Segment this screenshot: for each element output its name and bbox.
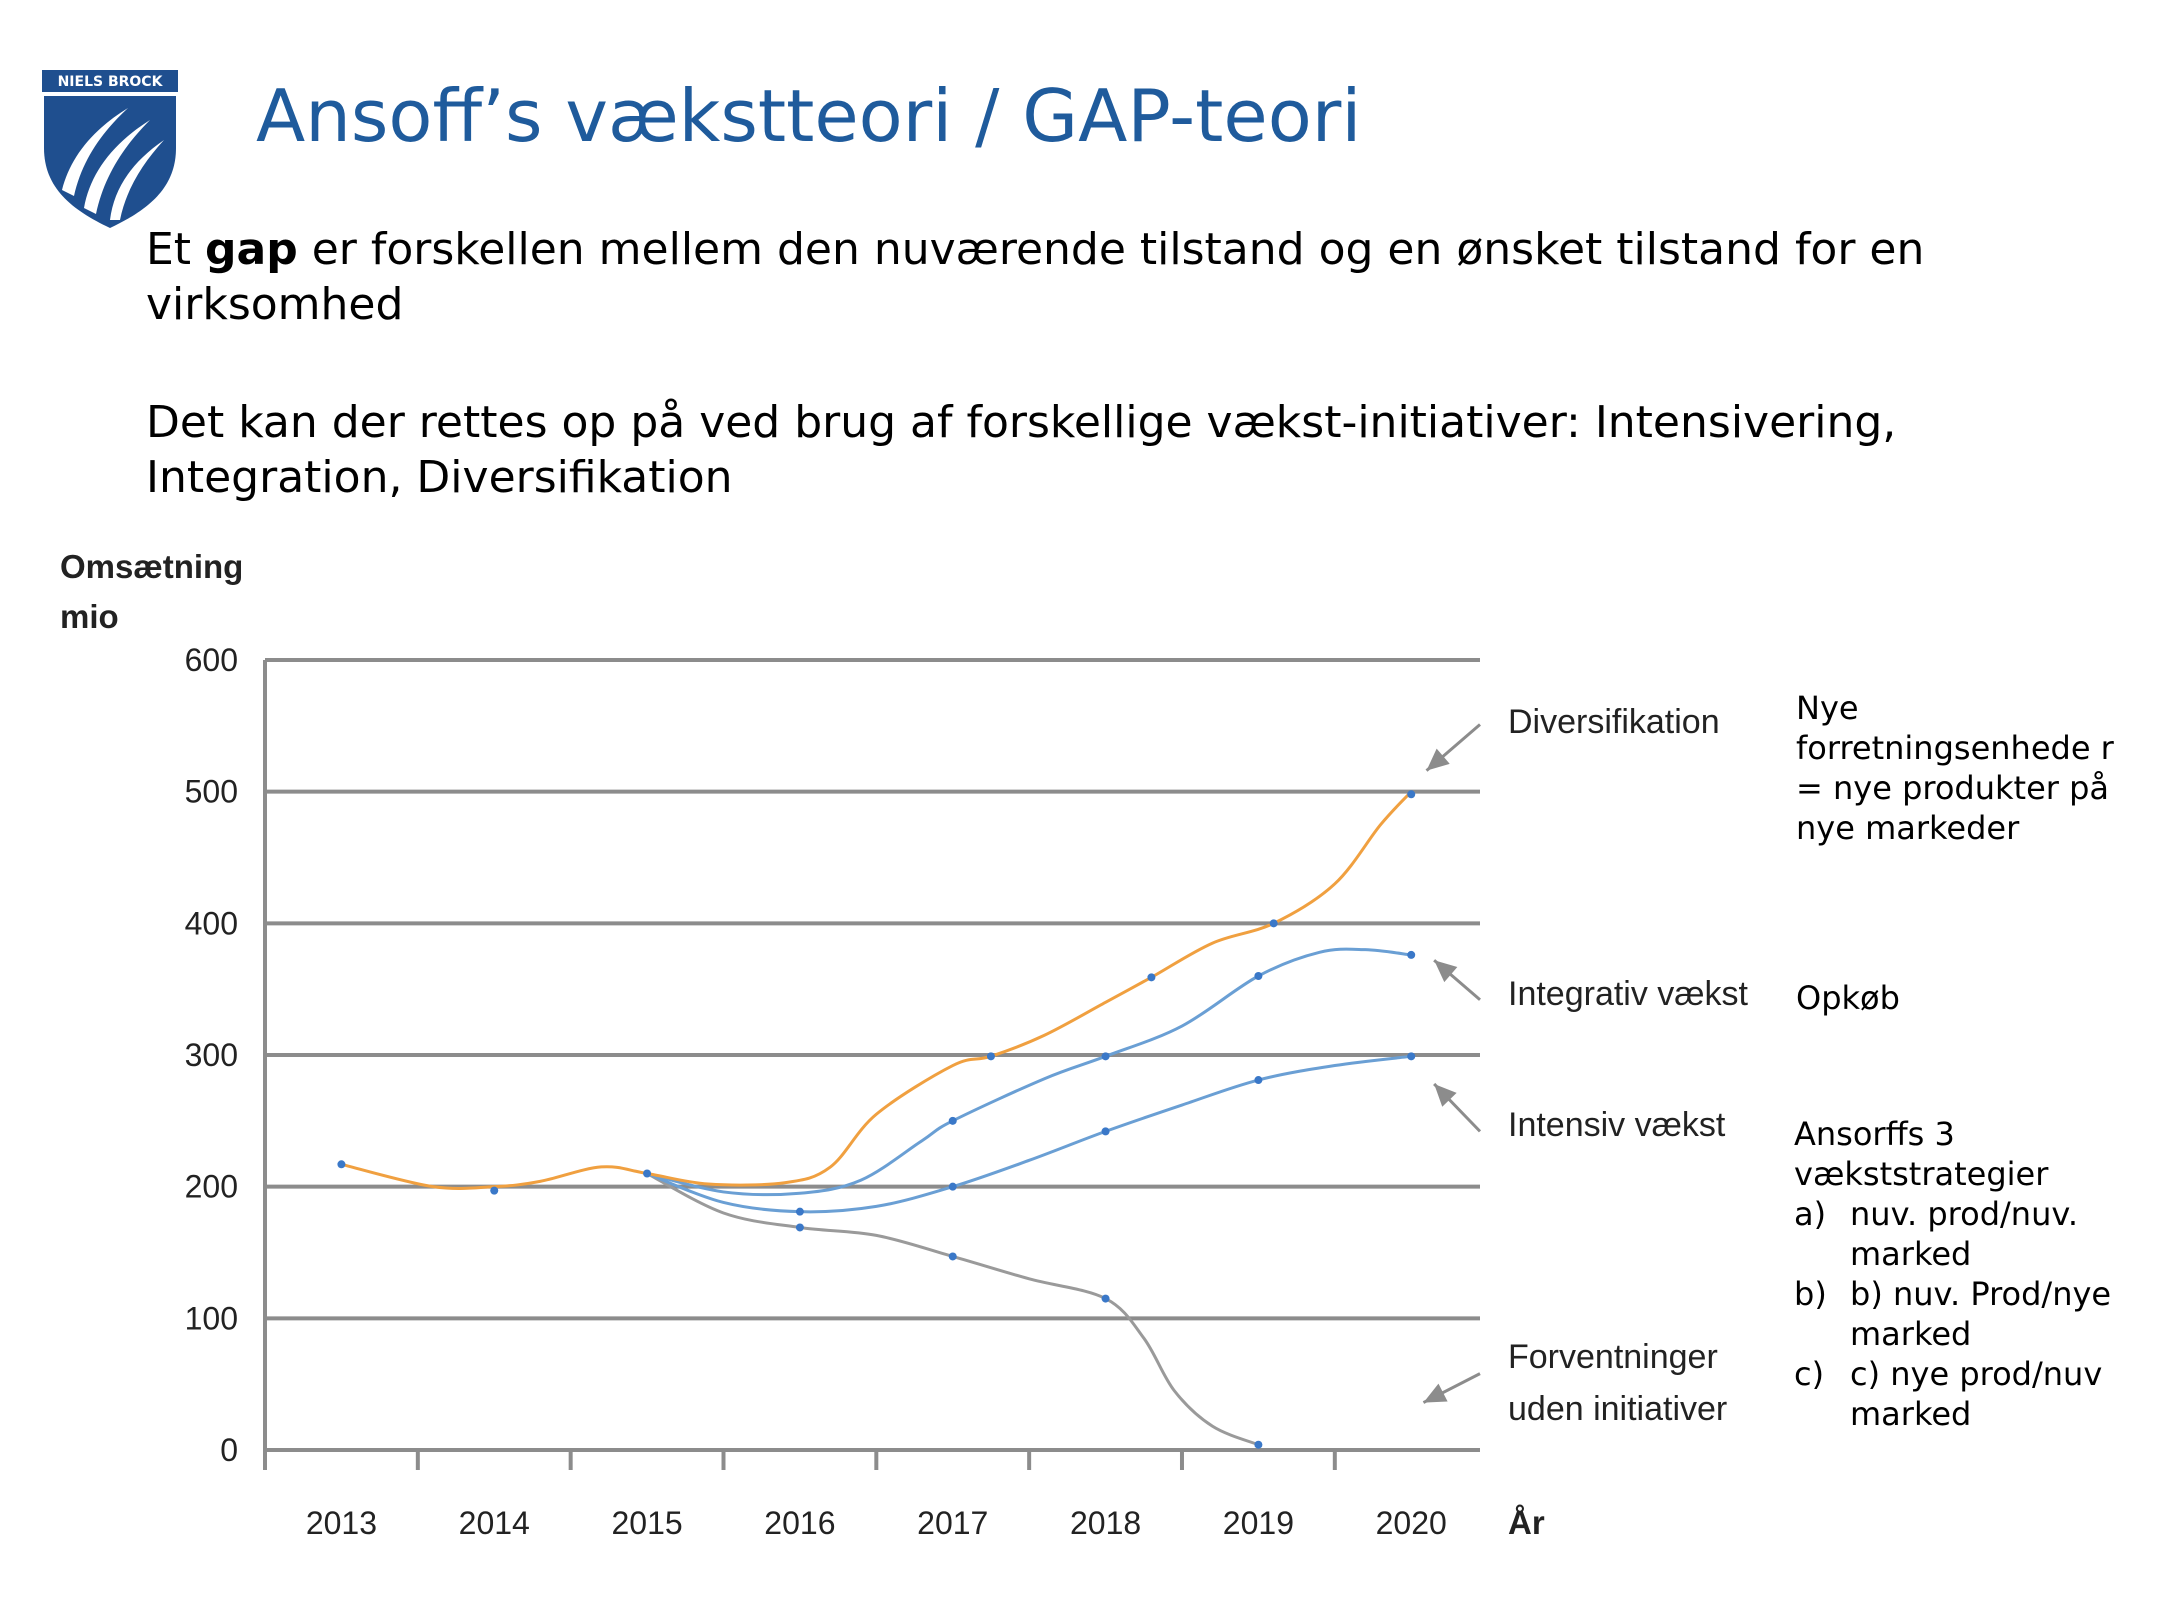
data-point	[1407, 950, 1416, 959]
series-line	[341, 790, 1413, 1191]
gap-definition: Et gap er forskellen mellem den nuværend…	[146, 222, 2106, 332]
logo-stripe	[84, 120, 150, 214]
series-layer	[337, 723, 1482, 1449]
data-point	[337, 1160, 346, 1169]
y-tick-label: 600	[185, 642, 238, 678]
y-tick-label: 100	[185, 1300, 238, 1336]
logo-stripe	[62, 108, 128, 196]
note-integrativ: Opkøb	[1796, 979, 1900, 1017]
growth-initiatives-text: Det kan der rettes op på ved brug af for…	[146, 397, 1897, 503]
data-point	[490, 1186, 499, 1195]
label-layer: Diversifikation Integrativ vækst Intensi…	[1508, 703, 1749, 1428]
y-tick-label: 200	[185, 1169, 238, 1205]
ansoff-item-text: c) nye prod/nuv marked	[1850, 1355, 2103, 1433]
label-arrowhead	[1434, 1083, 1457, 1107]
data-point	[1101, 1127, 1110, 1136]
y-tick-label: 500	[185, 774, 238, 810]
data-point	[795, 1207, 804, 1216]
label-arrowhead	[1434, 960, 1458, 983]
data-point	[1254, 1076, 1263, 1085]
logo-banner	[42, 70, 178, 92]
ansoff-item-text: nuv. prod/nuv. marked	[1850, 1195, 2078, 1273]
series-line	[646, 1054, 1412, 1214]
series-label-forventninger-line2: uden initiativer	[1508, 1390, 1727, 1428]
ansoff-item-marker: a)	[1794, 1195, 1827, 1233]
x-tick-label: 2019	[1223, 1505, 1294, 1540]
data-point	[643, 1169, 652, 1178]
ansoff-list: a) nuv. prod/nuv. marked b) b) nuv. Prod/n…	[1794, 1194, 2134, 1434]
data-point	[1407, 1052, 1416, 1061]
data-point	[1101, 1294, 1110, 1303]
ansoff-item: b) b) nuv. Prod/nye marked	[1794, 1274, 2134, 1354]
series-line	[646, 1172, 1259, 1447]
x-tick-label: 2015	[611, 1505, 682, 1540]
data-point	[1147, 973, 1156, 982]
x-tick-label: 2016	[764, 1505, 835, 1540]
label-arrowhead	[1426, 748, 1450, 771]
note-diversifikation: Nye forretningsenhede r = nye produkter …	[1796, 689, 2114, 847]
growth-chart: Omsætning mio År 0 100 200 300 400 500 600 2013…	[60, 548, 1749, 1540]
data-point	[795, 1223, 804, 1232]
gap-definition-bold: gap	[205, 224, 298, 275]
x-tick-label: 2020	[1376, 1505, 1447, 1540]
y-tick-label: 400	[185, 905, 238, 941]
data-point	[1269, 919, 1278, 928]
y-tick-label: 300	[185, 1037, 238, 1073]
data-point	[1407, 790, 1416, 799]
x-tick-label: 2014	[459, 1505, 530, 1540]
data-point	[948, 1182, 957, 1191]
label-arrowhead	[1423, 1383, 1448, 1403]
page-title: Ansoff’s vækstteori / GAP-teori	[256, 74, 1362, 158]
ansoff-item-marker: c)	[1794, 1355, 1825, 1393]
series-label-integrativ: Integrativ vækst	[1508, 975, 1749, 1013]
data-point	[986, 1052, 995, 1061]
data-point	[948, 1116, 957, 1125]
y-axis-title-line2: mio	[60, 598, 119, 635]
y-tick-label: 0	[220, 1432, 238, 1468]
note-ansoff-strategies: Ansorffs 3 vækststrategier a) nuv. prod/n…	[1794, 1114, 2134, 1434]
ansoff-item: c) c) nye prod/nuv marked	[1794, 1354, 2134, 1434]
series-label-intensiv: Intensiv vækst	[1508, 1106, 1726, 1144]
y-axis-title-line1: Omsætning	[60, 548, 243, 585]
grid-layer: 0 100 200 300 400 500 600 2013 2014 2015 2016 2017 2…	[185, 642, 1480, 1540]
x-tick-label: 2018	[1070, 1505, 1141, 1540]
data-point	[1254, 972, 1263, 980]
series-label-forventninger-line1: Forventninger	[1508, 1338, 1718, 1376]
series-line	[646, 947, 1412, 1197]
logo-text: NIELS BROCK	[58, 74, 164, 90]
ansoff-item: a) nuv. prod/nuv. marked	[1794, 1194, 2134, 1274]
ansoff-item-marker: b)	[1794, 1275, 1827, 1313]
niels-brock-logo: NIELS BROCK	[42, 70, 178, 228]
x-tick-label: 2013	[306, 1505, 377, 1540]
ansoff-item-text: b) nuv. Prod/nye marked	[1850, 1275, 2112, 1353]
gap-definition-post: er forskellen mellem den nuværende tilst…	[146, 224, 1925, 330]
series-label-diversifikation: Diversifikation	[1508, 703, 1720, 741]
data-point	[1254, 1440, 1263, 1449]
x-axis-title: År	[1508, 1504, 1545, 1540]
logo-stripe	[110, 140, 164, 220]
x-tick-label: 2017	[917, 1505, 988, 1540]
ansoff-title: Ansorffs 3 vækststrategier	[1794, 1115, 2049, 1193]
gap-definition-pre: Et	[146, 224, 206, 275]
data-point	[948, 1252, 957, 1261]
data-point	[1101, 1052, 1110, 1061]
